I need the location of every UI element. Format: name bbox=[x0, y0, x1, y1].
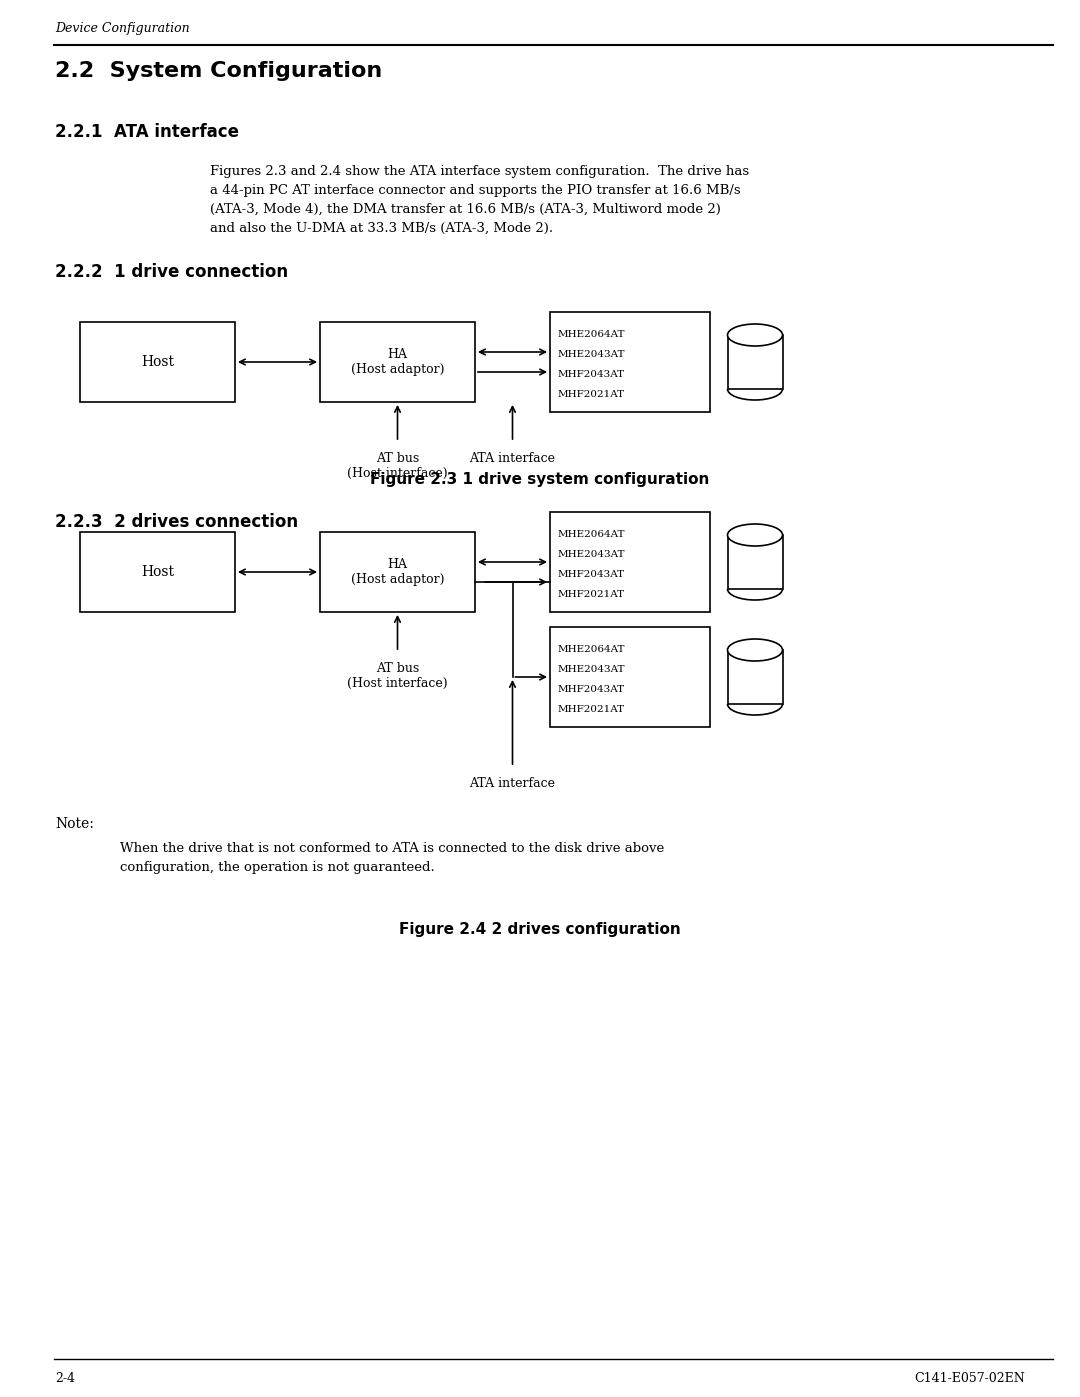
Text: Note:: Note: bbox=[55, 817, 94, 831]
Text: C141-E057-02EN: C141-E057-02EN bbox=[915, 1372, 1025, 1384]
Text: MHE2064AT: MHE2064AT bbox=[558, 645, 625, 654]
Text: 2.2  System Configuration: 2.2 System Configuration bbox=[55, 61, 382, 81]
Text: MHE2043AT: MHE2043AT bbox=[558, 665, 625, 673]
Bar bbox=[80, 321, 235, 402]
Text: Figure 2.3 1 drive system configuration: Figure 2.3 1 drive system configuration bbox=[370, 472, 710, 488]
Bar bbox=[728, 535, 783, 590]
Text: MHF2021AT: MHF2021AT bbox=[558, 705, 625, 714]
Text: MHF2043AT: MHF2043AT bbox=[558, 370, 625, 379]
Text: MHF2043AT: MHF2043AT bbox=[558, 685, 625, 694]
Text: AT bus
(Host interface): AT bus (Host interface) bbox=[347, 453, 448, 481]
Bar bbox=[550, 312, 710, 412]
Bar bbox=[550, 627, 710, 726]
Text: MHF2021AT: MHF2021AT bbox=[558, 590, 625, 599]
Bar bbox=[728, 335, 783, 388]
Text: MHE2043AT: MHE2043AT bbox=[558, 550, 625, 559]
Ellipse shape bbox=[728, 638, 783, 661]
Ellipse shape bbox=[728, 324, 783, 346]
Text: Host: Host bbox=[141, 355, 174, 369]
Text: 2.2.1  ATA interface: 2.2.1 ATA interface bbox=[55, 123, 239, 141]
Text: AT bus
(Host interface): AT bus (Host interface) bbox=[347, 662, 448, 690]
Ellipse shape bbox=[728, 524, 783, 546]
Text: 2.2.2  1 drive connection: 2.2.2 1 drive connection bbox=[55, 263, 288, 281]
Text: 2.2.3  2 drives connection: 2.2.3 2 drives connection bbox=[55, 513, 298, 531]
Bar bbox=[550, 511, 710, 612]
Bar bbox=[728, 650, 783, 704]
Text: Figure 2.4 2 drives configuration: Figure 2.4 2 drives configuration bbox=[400, 922, 680, 937]
Bar bbox=[80, 532, 235, 612]
Text: ATA interface: ATA interface bbox=[470, 453, 555, 465]
Text: MHE2064AT: MHE2064AT bbox=[558, 529, 625, 539]
Text: MHE2043AT: MHE2043AT bbox=[558, 351, 625, 359]
Bar bbox=[320, 321, 475, 402]
Text: 2-4: 2-4 bbox=[55, 1372, 75, 1384]
Text: Figures 2.3 and 2.4 show the ATA interface system configuration.  The drive has
: Figures 2.3 and 2.4 show the ATA interfa… bbox=[210, 165, 750, 235]
Bar bbox=[320, 532, 475, 612]
Text: Device Configuration: Device Configuration bbox=[55, 22, 190, 35]
Text: HA
(Host adaptor): HA (Host adaptor) bbox=[351, 557, 444, 585]
Text: ATA interface: ATA interface bbox=[470, 777, 555, 789]
Text: When the drive that is not conformed to ATA is connected to the disk drive above: When the drive that is not conformed to … bbox=[120, 842, 664, 875]
Text: MHE2064AT: MHE2064AT bbox=[558, 330, 625, 339]
Text: MHF2043AT: MHF2043AT bbox=[558, 570, 625, 578]
Text: HA
(Host adaptor): HA (Host adaptor) bbox=[351, 348, 444, 376]
Text: Host: Host bbox=[141, 564, 174, 578]
Text: MHF2021AT: MHF2021AT bbox=[558, 390, 625, 400]
